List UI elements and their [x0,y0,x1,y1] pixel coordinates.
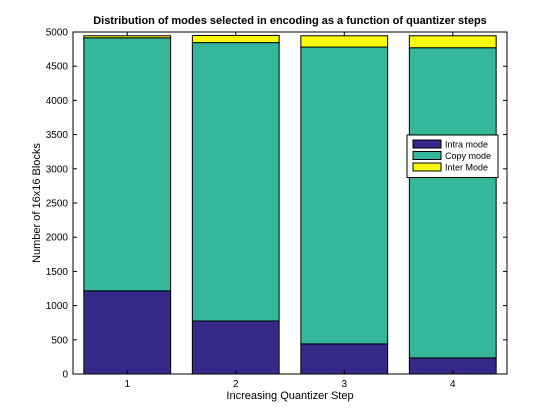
bar-inter-mode-2 [191,34,280,44]
y-tick-label: 4500 [46,62,69,73]
y-tick-label: 3000 [46,164,69,175]
bar-inter-mode-4 [408,35,497,49]
y-tick-label: 4000 [46,96,69,107]
y-tick-label: 1000 [46,301,69,312]
x-tick-label: 3 [341,379,347,390]
x-tick-label: 2 [233,379,239,390]
bar-intra-mode-1 [83,290,172,375]
legend-swatch-inter-mode [412,162,442,172]
y-tick-label: 1500 [46,267,69,278]
y-tick-label: 2500 [46,199,69,210]
bar-copy-mode-1 [83,37,172,292]
y-tick-label: 500 [51,335,68,346]
y-tick-label: 3500 [46,130,69,141]
bar-copy-mode-2 [191,42,280,322]
x-axis-title: Increasing Quantizer Step [226,390,353,402]
legend-label: Intra mode [445,140,488,150]
legend-swatch-copy-mode [412,151,442,160]
legend-swatch-intra-mode [412,139,442,149]
legend-label: Inter Mode [445,163,488,173]
bar-intra-mode-3 [300,343,389,375]
y-tick-label: 5000 [46,28,69,39]
y-tick-label: 2000 [46,233,69,244]
x-tick-label: 1 [124,379,130,390]
plot-frame [72,31,508,375]
legend-label: Copy mode [445,151,491,161]
axes-layer: 0 500 1000 1500 2000 2500 3000 3500 4000 4500 5000… [46,28,507,390]
bar-intra-mode-2 [191,320,280,375]
bar-copy-mode-3 [300,46,389,345]
bar-inter-mode-3 [300,35,389,48]
bar-copy-mode-4 [408,47,497,359]
y-tick-label: 0 [62,370,68,381]
chart-title: Distribution of modes selected in encodi… [93,15,487,27]
x-tick-label: 4 [450,379,456,390]
bars-layer [83,34,497,375]
bar-inter-mode-1 [83,35,172,39]
y-axis-title: Number of 16x16 Blocks [31,143,43,263]
